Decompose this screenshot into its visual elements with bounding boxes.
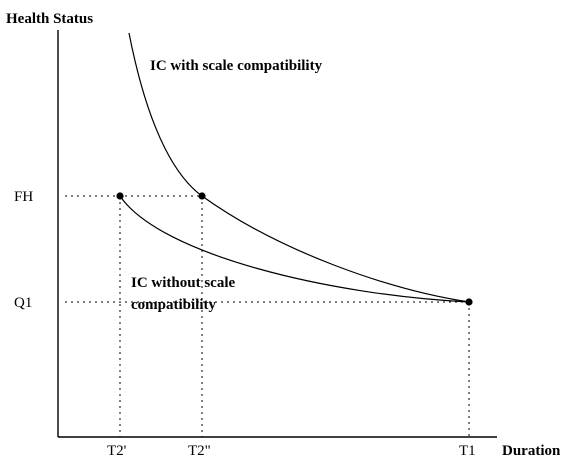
point-q1-t1 (465, 298, 473, 306)
y-tick-fh: FH (14, 189, 33, 205)
curve-with-scale-compatibility (128, 32, 470, 303)
curve-without-scale-compatibility (119, 195, 470, 303)
label-ic-without-line1: IC without scale (131, 275, 236, 291)
y-tick-q1: Q1 (14, 295, 32, 311)
y-axis-title: Health Status (6, 11, 93, 27)
label-ic-without-line2: compatibility (131, 297, 216, 313)
point-fh-t2-double-prime (198, 192, 206, 200)
x-tick-t2-double-prime: T2" (188, 443, 211, 459)
x-tick-t2-prime: T2' (107, 443, 127, 459)
point-fh-t2-prime (116, 192, 124, 200)
x-tick-t1: T1 (459, 443, 476, 459)
x-axis-title: Duration (502, 443, 561, 459)
label-ic-with-scale-compatibility: IC with scale compatibility (150, 58, 323, 74)
